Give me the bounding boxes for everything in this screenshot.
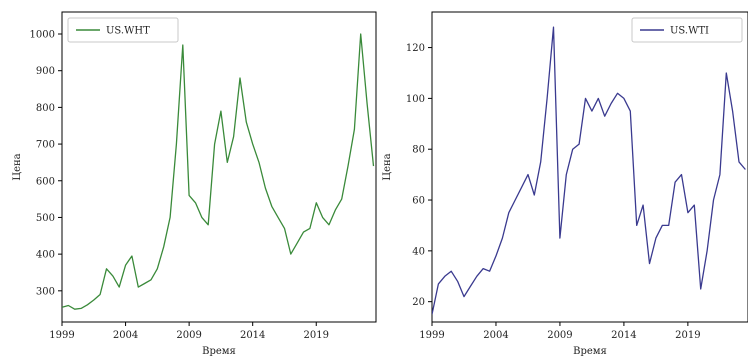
x-tick-label: 2004 [113,330,138,341]
series-line-us-wti [432,27,745,314]
x-axis-label: Время [573,346,607,357]
y-tick-label: 1000 [30,30,55,41]
y-tick-label: 700 [36,140,55,151]
plot-frame [62,12,376,322]
y-tick-label: 900 [36,66,55,77]
x-tick-label: 2019 [304,330,329,341]
y-axis-label: Цена [12,153,23,180]
y-tick-label: 500 [36,213,55,224]
plot-frame [432,12,748,322]
x-tick-label: 1999 [419,330,444,341]
y-tick-label: 800 [36,103,55,114]
x-tick-label: 2004 [483,330,508,341]
y-axis-label: Цена [382,153,393,180]
y-tick-label: 300 [36,286,55,297]
chart-2: 1999 2004 2009 2014 2019 20 40 60 80 100 120 Время Ц… [382,12,748,357]
y-tick-label: 80 [412,145,425,156]
y-tick-label: 120 [406,43,425,54]
x-tick-label: 2009 [547,330,572,341]
y-tick-label: 400 [36,250,55,261]
legend: US.WHT [68,18,178,42]
x-tick-label: 2014 [611,330,636,341]
legend-label: US.WTI [670,26,709,37]
y-tick-label: 600 [36,176,55,187]
x-axis-label: Время [202,346,236,357]
y-tick-label: 60 [412,196,425,207]
chart-1: 1999 2004 2009 2014 2019 300 400 500 600 700 800 90… [12,12,376,357]
legend-label: US.WHT [106,26,150,37]
y-tick-label: 100 [406,94,425,105]
y-tick-label: 20 [412,297,425,308]
x-tick-label: 1999 [49,330,74,341]
y-tick-label: 40 [412,246,425,257]
series-line-us-wht [62,34,374,309]
x-tick-label: 2009 [176,330,201,341]
x-tick-label: 2019 [675,330,700,341]
x-tick-label: 2014 [240,330,265,341]
legend: US.WTI [632,18,742,42]
